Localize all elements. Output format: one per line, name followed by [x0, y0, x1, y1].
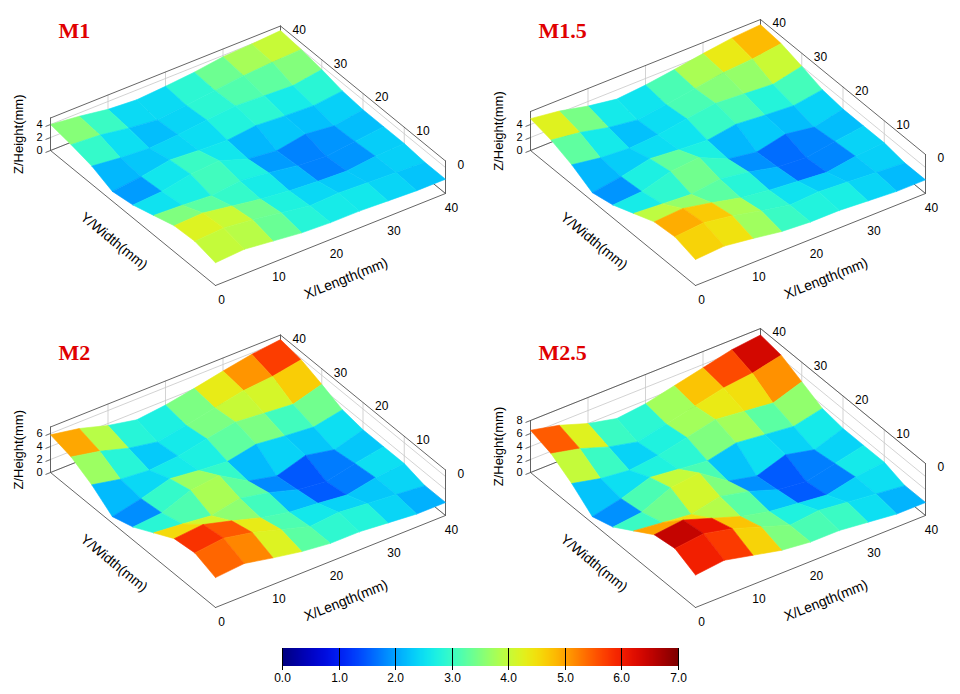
svg-text:M2: M2: [59, 340, 91, 365]
svg-text:M1: M1: [59, 18, 91, 43]
svg-text:Z/Height(mm): Z/Height(mm): [11, 95, 26, 174]
svg-text:0: 0: [516, 466, 522, 478]
svg-text:M1.5: M1.5: [539, 18, 587, 43]
svg-text:20: 20: [810, 569, 824, 583]
svg-text:10: 10: [896, 427, 910, 441]
svg-text:10: 10: [272, 592, 286, 606]
svg-text:30: 30: [387, 224, 401, 238]
svg-text:0: 0: [458, 467, 465, 481]
svg-text:Y/Width(mm): Y/Width(mm): [558, 531, 631, 595]
svg-text:0: 0: [458, 158, 465, 172]
svg-text:6: 6: [36, 427, 42, 439]
svg-text:0: 0: [218, 293, 225, 307]
svg-text:10: 10: [272, 270, 286, 284]
svg-text:0: 0: [36, 466, 42, 478]
svg-text:30: 30: [814, 359, 828, 373]
svg-text:7.0: 7.0: [670, 671, 687, 685]
svg-text:X/Length(mm): X/Length(mm): [782, 254, 870, 302]
svg-text:0: 0: [698, 615, 705, 629]
svg-text:4: 4: [516, 118, 522, 130]
svg-text:6: 6: [516, 427, 522, 439]
svg-text:40: 40: [925, 523, 939, 537]
svg-text:20: 20: [810, 247, 824, 261]
svg-text:10: 10: [752, 592, 766, 606]
svg-text:20: 20: [330, 247, 344, 261]
svg-text:4: 4: [516, 440, 522, 452]
svg-text:40: 40: [925, 201, 939, 215]
svg-text:10: 10: [752, 270, 766, 284]
svg-text:X/Length(mm): X/Length(mm): [302, 254, 390, 302]
svg-text:4: 4: [36, 440, 42, 452]
svg-text:40: 40: [293, 23, 307, 37]
svg-text:30: 30: [387, 546, 401, 560]
svg-text:40: 40: [773, 16, 787, 30]
svg-text:0: 0: [938, 460, 945, 474]
svg-text:Z/Height(mm): Z/Height(mm): [491, 407, 506, 486]
svg-text:40: 40: [293, 332, 307, 346]
svg-text:1.0: 1.0: [331, 671, 348, 685]
svg-text:30: 30: [814, 50, 828, 64]
svg-text:30: 30: [334, 57, 348, 71]
svg-text:40: 40: [445, 523, 459, 537]
svg-text:0: 0: [938, 151, 945, 165]
svg-text:4: 4: [36, 118, 42, 130]
svg-text:0: 0: [516, 144, 522, 156]
svg-text:0: 0: [218, 615, 225, 629]
svg-text:2: 2: [36, 453, 42, 465]
svg-text:2: 2: [516, 453, 522, 465]
svg-text:10: 10: [416, 124, 430, 138]
svg-text:3.0: 3.0: [444, 671, 461, 685]
svg-text:0.0: 0.0: [274, 671, 291, 685]
svg-text:Z/Height(mm): Z/Height(mm): [11, 410, 26, 489]
svg-text:20: 20: [855, 84, 869, 98]
svg-text:20: 20: [375, 399, 389, 413]
svg-text:40: 40: [445, 201, 459, 215]
svg-text:2: 2: [36, 131, 42, 143]
svg-text:10: 10: [416, 433, 430, 447]
svg-text:20: 20: [375, 90, 389, 104]
svg-text:30: 30: [867, 546, 881, 560]
svg-text:0: 0: [36, 144, 42, 156]
svg-text:5.0: 5.0: [557, 671, 574, 685]
svg-text:M2.5: M2.5: [539, 340, 587, 365]
svg-text:2: 2: [516, 131, 522, 143]
svg-text:Z/Height(mm): Z/Height(mm): [491, 91, 506, 170]
svg-text:10: 10: [896, 118, 910, 132]
svg-text:4.0: 4.0: [500, 671, 517, 685]
svg-text:Y/Width(mm): Y/Width(mm): [78, 209, 151, 273]
svg-text:2.0: 2.0: [387, 671, 404, 685]
svg-text:8: 8: [516, 414, 522, 426]
svg-text:40: 40: [773, 325, 787, 339]
svg-text:20: 20: [855, 393, 869, 407]
svg-text:Y/Width(mm): Y/Width(mm): [558, 209, 631, 273]
svg-text:X/Length(mm): X/Length(mm): [302, 576, 390, 624]
svg-text:Y/Width(mm): Y/Width(mm): [78, 531, 151, 595]
svg-text:0: 0: [698, 293, 705, 307]
svg-text:30: 30: [867, 224, 881, 238]
svg-text:6.0: 6.0: [613, 671, 630, 685]
svg-text:30: 30: [334, 366, 348, 380]
svg-text:20: 20: [330, 569, 344, 583]
svg-text:X/Length(mm): X/Length(mm): [782, 576, 870, 624]
